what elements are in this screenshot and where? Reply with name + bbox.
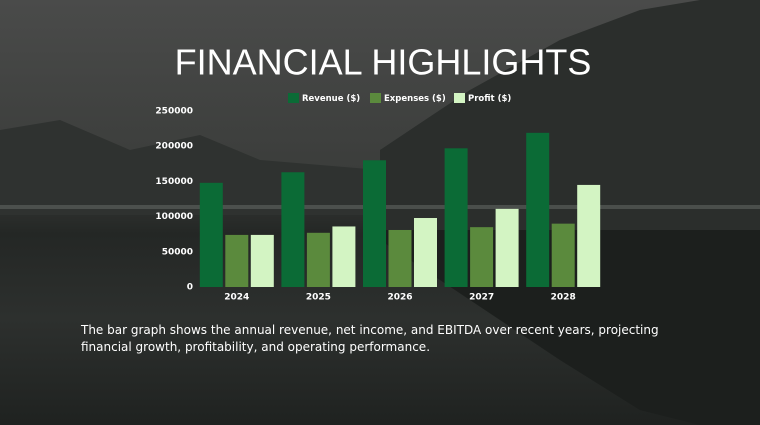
bar [363, 160, 386, 287]
y-tick-label: 200000 [155, 142, 193, 152]
bar [551, 223, 575, 287]
bar [281, 172, 305, 287]
x-tick-label: 2026 [387, 293, 412, 303]
bar [306, 232, 330, 287]
bar [332, 226, 356, 287]
bar [414, 218, 437, 287]
bar [495, 208, 519, 287]
y-tick-label: 100000 [155, 212, 193, 222]
legend-label: Revenue ($) [302, 94, 360, 104]
x-tick-label: 2027 [469, 293, 494, 303]
bar [388, 229, 412, 287]
bar [225, 234, 249, 287]
legend-swatch [288, 93, 299, 103]
x-tick-label: 2025 [306, 293, 331, 303]
bar [444, 148, 468, 287]
bar [577, 184, 601, 287]
legend-label: Profit ($) [468, 94, 511, 104]
legend-label: Expenses ($) [384, 94, 446, 104]
bar [250, 234, 274, 287]
bar [526, 132, 550, 287]
legend-swatch [370, 93, 381, 103]
y-tick-label: 150000 [155, 177, 193, 187]
y-tick-label: 250000 [155, 107, 193, 117]
y-tick-label: 50000 [162, 247, 193, 257]
bar [470, 227, 494, 287]
description: The bar graph shows the annual revenue, … [81, 323, 659, 354]
x-tick-label: 2024 [224, 293, 249, 303]
bar [199, 182, 223, 287]
legend-swatch [454, 93, 465, 103]
chart-title: FINANCIAL HIGHLIGHTS [175, 42, 592, 83]
hills [0, 120, 380, 215]
y-tick-label: 0 [187, 283, 193, 293]
mountain [380, 0, 760, 230]
x-tick-label: 2028 [551, 293, 576, 303]
